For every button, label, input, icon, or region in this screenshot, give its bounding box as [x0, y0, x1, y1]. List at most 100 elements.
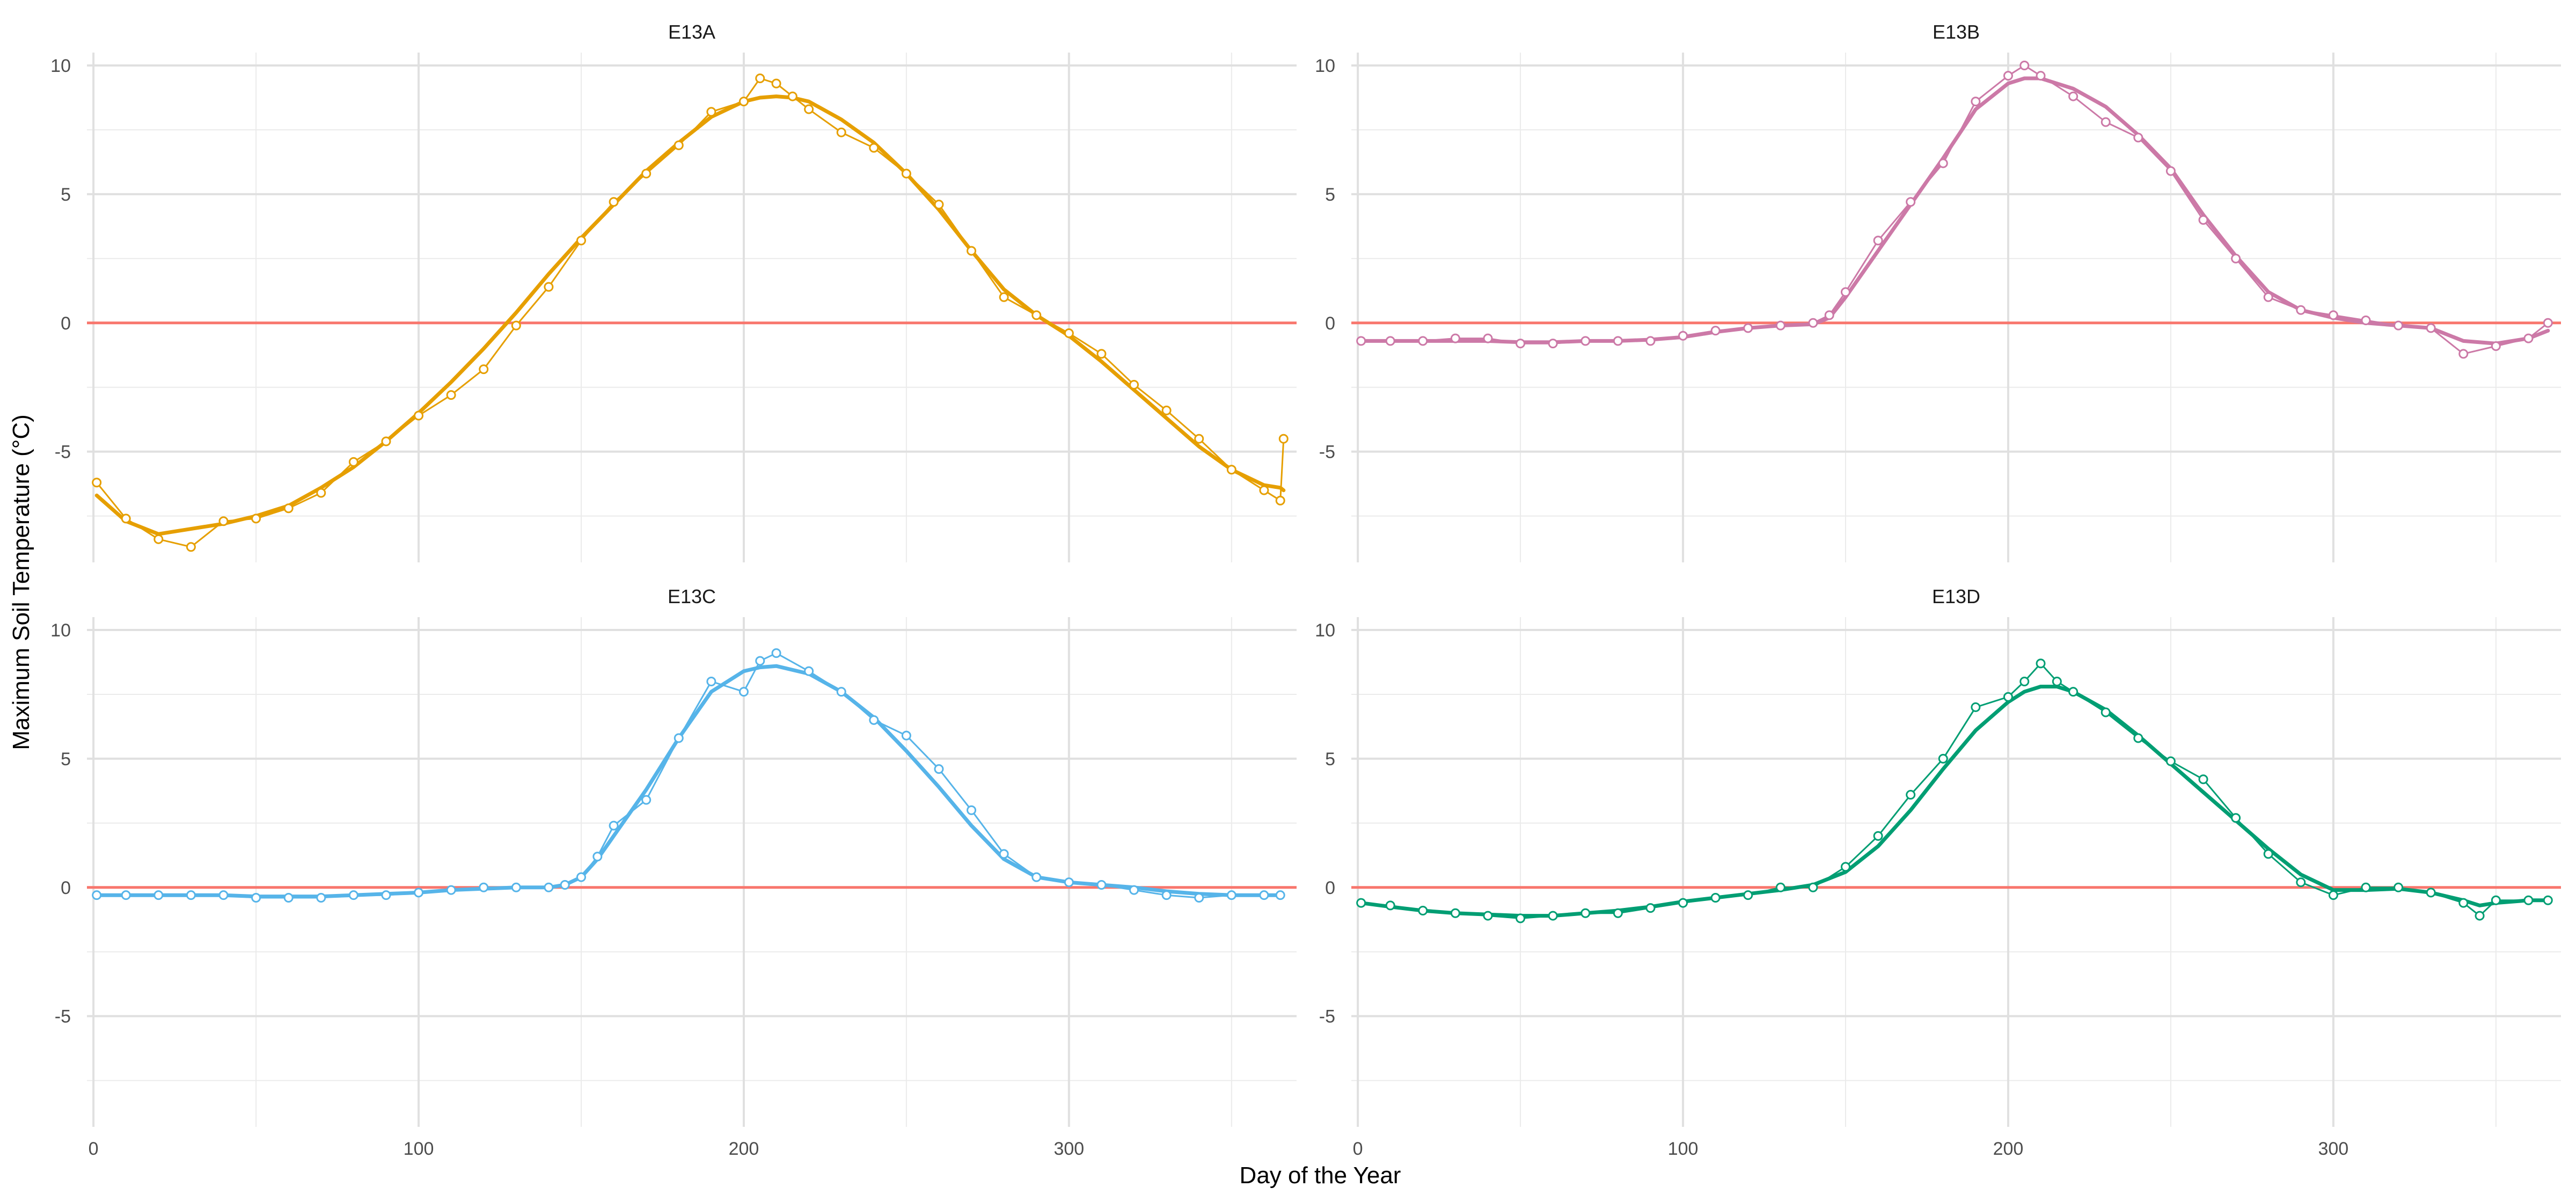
data-point — [316, 488, 326, 498]
data-point — [706, 107, 716, 117]
data-point — [836, 687, 846, 697]
data-point — [2475, 911, 2485, 921]
smooth-trend-line-e13b — [1359, 76, 2550, 346]
data-point — [1356, 898, 1366, 908]
data-point — [1278, 434, 1289, 444]
data-point — [869, 715, 879, 725]
data-point — [1483, 911, 1493, 921]
data-point — [414, 411, 424, 421]
data-point — [1194, 892, 1204, 903]
data-point — [283, 892, 294, 903]
data-point — [1031, 872, 1042, 882]
data-point — [544, 882, 554, 892]
data-point — [1031, 310, 1042, 320]
data-point — [1129, 885, 1139, 895]
data-point — [934, 764, 944, 774]
x-tick-label: 300 — [2318, 1139, 2348, 1159]
data-point — [1226, 465, 1236, 475]
x-tick-label: 200 — [729, 1139, 759, 1159]
data-point — [1808, 318, 1818, 328]
data-point — [787, 91, 797, 101]
data-point — [511, 882, 521, 892]
data-point — [2491, 341, 2501, 351]
data-point — [2231, 813, 2241, 823]
x-tick-label: 300 — [1053, 1139, 1084, 1159]
data-point — [1385, 336, 1395, 346]
data-point — [186, 542, 196, 552]
gridlines-e13a — [87, 53, 1297, 562]
data-points-e13c — [92, 648, 1285, 903]
y-tick-label: 0 — [1325, 313, 1335, 334]
data-point — [1840, 287, 1850, 297]
data-points-e13b — [1356, 60, 2553, 359]
data-point — [1906, 197, 1916, 207]
data-point — [1548, 911, 1558, 921]
data-point — [674, 140, 684, 150]
data-point — [755, 73, 765, 83]
data-point — [1356, 336, 1366, 346]
data-point — [2003, 692, 2013, 702]
data-point — [2198, 215, 2208, 225]
data-point — [1275, 495, 1285, 505]
data-point — [381, 436, 391, 446]
data-point — [738, 687, 749, 697]
y-tick-label: -5 — [55, 442, 71, 463]
gridlines-e13b — [1351, 53, 2561, 562]
data-points-e13a — [92, 73, 1289, 552]
y-tick-label: -5 — [1319, 442, 1335, 463]
data-point — [2426, 323, 2436, 333]
series-line-e13b — [1361, 64, 2549, 355]
data-point — [1483, 333, 1493, 343]
data-point — [1743, 323, 1753, 333]
smooth-trend-line-e13d — [1359, 685, 2550, 918]
data-point — [1161, 890, 1172, 900]
data-point — [414, 888, 424, 898]
data-point — [2328, 310, 2338, 320]
data-point — [446, 390, 456, 400]
data-point — [1906, 790, 1916, 800]
data-point — [1064, 877, 1074, 888]
data-point — [1259, 890, 1269, 900]
data-point — [1275, 890, 1285, 900]
data-point — [771, 648, 781, 658]
data-point — [218, 890, 229, 900]
y-tick-label: 10 — [1315, 56, 1335, 76]
data-point — [479, 882, 489, 892]
data-point — [836, 127, 846, 137]
x-tick-label: 100 — [1668, 1139, 1699, 1159]
data-point — [348, 890, 358, 900]
data-point — [1613, 908, 1623, 918]
data-point — [2068, 91, 2079, 101]
data-point — [1580, 336, 1591, 346]
data-point — [511, 320, 521, 331]
data-point — [153, 534, 164, 544]
data-point — [2019, 676, 2030, 686]
data-point — [576, 236, 586, 246]
data-point — [2133, 133, 2143, 143]
data-point — [967, 805, 977, 815]
y-tick-label: 5 — [61, 185, 71, 205]
data-point — [609, 820, 619, 831]
data-points-e13d — [1356, 658, 2553, 924]
data-point — [1418, 905, 1428, 915]
data-point — [1645, 903, 1656, 913]
data-point — [804, 666, 814, 676]
data-point — [2458, 898, 2469, 908]
gridlines-e13d — [1351, 617, 2561, 1127]
data-point — [2036, 71, 2046, 81]
data-point — [1938, 158, 1948, 168]
panel-title-e13c: E13C — [668, 585, 716, 607]
data-point — [251, 514, 261, 524]
data-point — [2361, 315, 2371, 325]
data-point — [576, 872, 586, 882]
y-tick-label: 0 — [61, 878, 71, 898]
data-point — [999, 292, 1009, 302]
data-point — [2523, 333, 2534, 343]
data-point — [1096, 349, 1107, 359]
data-point — [1226, 890, 1236, 900]
data-point — [2003, 71, 2013, 81]
x-tick-label: 100 — [404, 1139, 434, 1159]
